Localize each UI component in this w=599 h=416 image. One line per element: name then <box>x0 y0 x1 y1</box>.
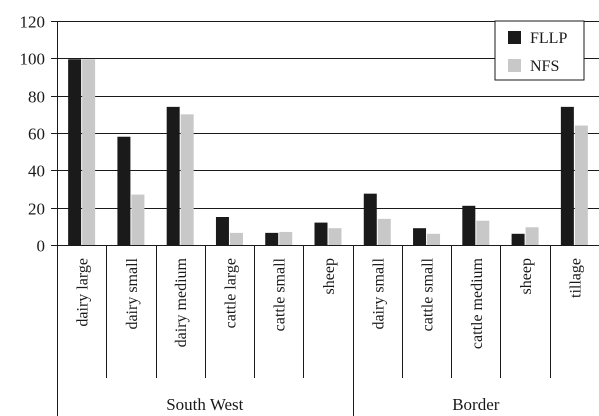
category-label: cattle small <box>420 257 437 331</box>
bar-nfs-5 <box>279 231 293 245</box>
bar-nfs-4 <box>229 232 243 245</box>
bar-fllp-3 <box>166 106 180 245</box>
bar-fllp-6 <box>314 222 328 245</box>
group-label: South West <box>166 395 243 414</box>
bar-nfs-10 <box>525 227 539 245</box>
legend-label-fllp: FLLP <box>530 30 567 47</box>
category-labels: dairy large dairy small dairy medium cattle… <box>75 257 585 349</box>
legend-swatch-nfs <box>508 59 521 72</box>
category-label: sheep <box>321 258 338 294</box>
bars <box>68 59 588 246</box>
y-tick-label: 100 <box>20 50 46 69</box>
y-tick-label: 60 <box>28 125 45 144</box>
bar-nfs-2 <box>131 194 145 245</box>
bar-fllp-2 <box>117 136 131 245</box>
category-label: dairy small <box>124 257 141 329</box>
category-label: cattle large <box>222 258 239 328</box>
y-tick-label: 0 <box>37 237 46 256</box>
category-label: dairy medium <box>173 257 190 347</box>
bar-fllp-5 <box>265 232 279 245</box>
y-tick-label: 40 <box>28 162 45 181</box>
y-tick-labels: 0 20 40 60 80 100 120 <box>20 13 46 256</box>
bar-nfs-1 <box>82 59 96 246</box>
y-tick-label: 80 <box>28 88 45 107</box>
bar-fllp-8 <box>413 228 427 245</box>
axes <box>51 21 599 416</box>
bar-nfs-6 <box>328 228 342 245</box>
bar-nfs-3 <box>180 114 194 245</box>
bar-fllp-4 <box>215 217 229 245</box>
category-label: sheep <box>518 258 535 294</box>
bar-fllp-10 <box>511 233 525 245</box>
bar-fllp-11 <box>560 106 574 245</box>
bar-nfs-11 <box>574 125 588 245</box>
bar-nfs-7 <box>377 218 391 245</box>
category-label: cattle small <box>272 257 289 331</box>
legend-label-nfs: NFS <box>530 58 559 75</box>
bar-fllp-7 <box>363 193 377 245</box>
bar-nfs-8 <box>427 233 441 245</box>
y-tick-label: 20 <box>28 200 45 219</box>
bar-fllp-9 <box>462 205 476 245</box>
gridlines <box>57 21 599 209</box>
category-label: tillage <box>567 258 584 298</box>
category-label: cattle medium <box>469 257 486 349</box>
legend: FLLP NFS <box>494 20 585 81</box>
bar-nfs-9 <box>476 220 490 245</box>
legend-swatch-fllp <box>508 31 521 44</box>
bar-fllp-1 <box>68 59 82 246</box>
category-label: dairy small <box>370 257 387 329</box>
category-label: dairy large <box>75 258 92 327</box>
group-labels: South West Border <box>166 395 500 414</box>
y-tick-label: 120 <box>20 13 46 32</box>
group-label: Border <box>452 395 500 414</box>
